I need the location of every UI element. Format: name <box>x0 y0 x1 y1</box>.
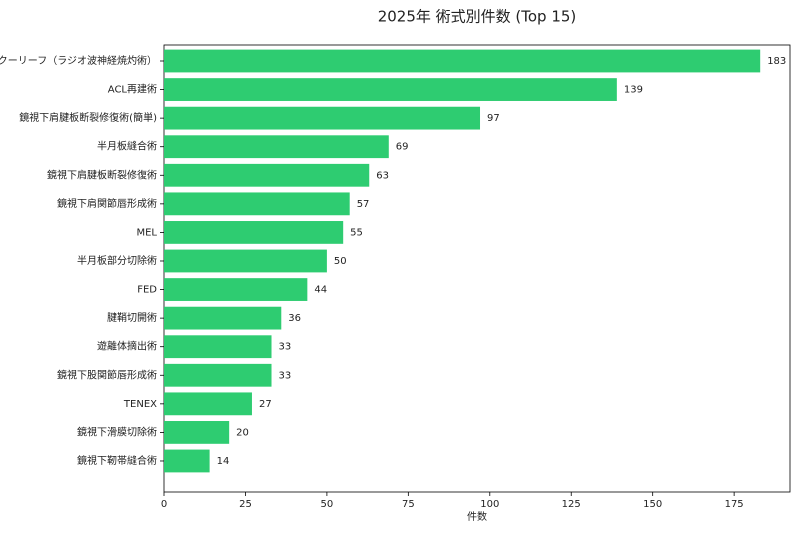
y-tick-label: クーリーフ（ラジオ波神経焼灼術） <box>0 54 157 67</box>
x-tick-label: 25 <box>239 499 252 510</box>
x-tick-label: 125 <box>562 499 581 510</box>
bar <box>164 363 272 387</box>
bar <box>164 449 210 473</box>
x-axis-label: 件数 <box>467 510 487 523</box>
data-label: 183 <box>767 56 786 67</box>
x-tick-label: 75 <box>402 499 415 510</box>
data-label: 139 <box>624 85 643 96</box>
y-tick-label: 鏡視下肩腱板断裂修復術(簡単) <box>19 111 157 124</box>
bar <box>164 163 370 187</box>
y-tick-label: 遊離体摘出術 <box>97 340 157 353</box>
y-tick-label: 鏡視下肩関節唇形成術 <box>57 197 157 210</box>
data-label: 36 <box>288 313 301 324</box>
y-tick-label: 腱鞘切開術 <box>107 311 157 324</box>
y-tick-label: 半月板部分切除術 <box>77 254 157 267</box>
bar <box>164 421 230 444</box>
bar <box>164 278 308 301</box>
y-tick-label: ACL再建術 <box>108 83 157 96</box>
bar <box>164 221 344 244</box>
x-tick-label: 175 <box>725 499 744 510</box>
data-label: 69 <box>396 142 409 153</box>
bar <box>164 49 761 73</box>
y-tick-label: FED <box>137 285 157 296</box>
y-tick-label: 鏡視下滑膜切除術 <box>77 425 157 438</box>
x-tick-label: 150 <box>643 499 662 510</box>
data-label: 50 <box>334 256 347 267</box>
x-tick-label: 100 <box>480 499 499 510</box>
data-label: 97 <box>487 113 500 124</box>
bar <box>164 249 327 273</box>
y-tick-label: 鏡視下股関節唇形成術 <box>57 368 157 381</box>
chart-title: 2025年 術式別件数 (Top 15) <box>378 8 577 26</box>
bar <box>164 392 252 416</box>
data-label: 33 <box>279 370 292 381</box>
data-label: 55 <box>350 227 363 238</box>
data-label: 27 <box>259 399 272 410</box>
x-tick-label: 50 <box>321 499 334 510</box>
x-tick-label: 0 <box>161 499 167 510</box>
data-label: 20 <box>236 427 249 438</box>
data-label: 63 <box>376 170 389 181</box>
data-label: 14 <box>217 456 230 467</box>
bar <box>164 335 272 359</box>
bar <box>164 106 481 130</box>
bar <box>164 135 389 159</box>
data-label: 44 <box>314 285 327 296</box>
y-tick-label: MEL <box>136 227 157 238</box>
y-tick-label: 鏡視下肩腱板断裂修復術 <box>47 168 157 181</box>
y-tick-label: 半月板縫合術 <box>97 140 157 153</box>
y-tick-label: TENEX <box>123 399 157 410</box>
bar <box>164 306 282 330</box>
bar <box>164 192 350 216</box>
bar <box>164 78 617 101</box>
data-label: 57 <box>357 199 370 210</box>
y-tick-label: 鏡視下靭帯縫合術 <box>77 454 157 467</box>
data-label: 33 <box>279 342 292 353</box>
